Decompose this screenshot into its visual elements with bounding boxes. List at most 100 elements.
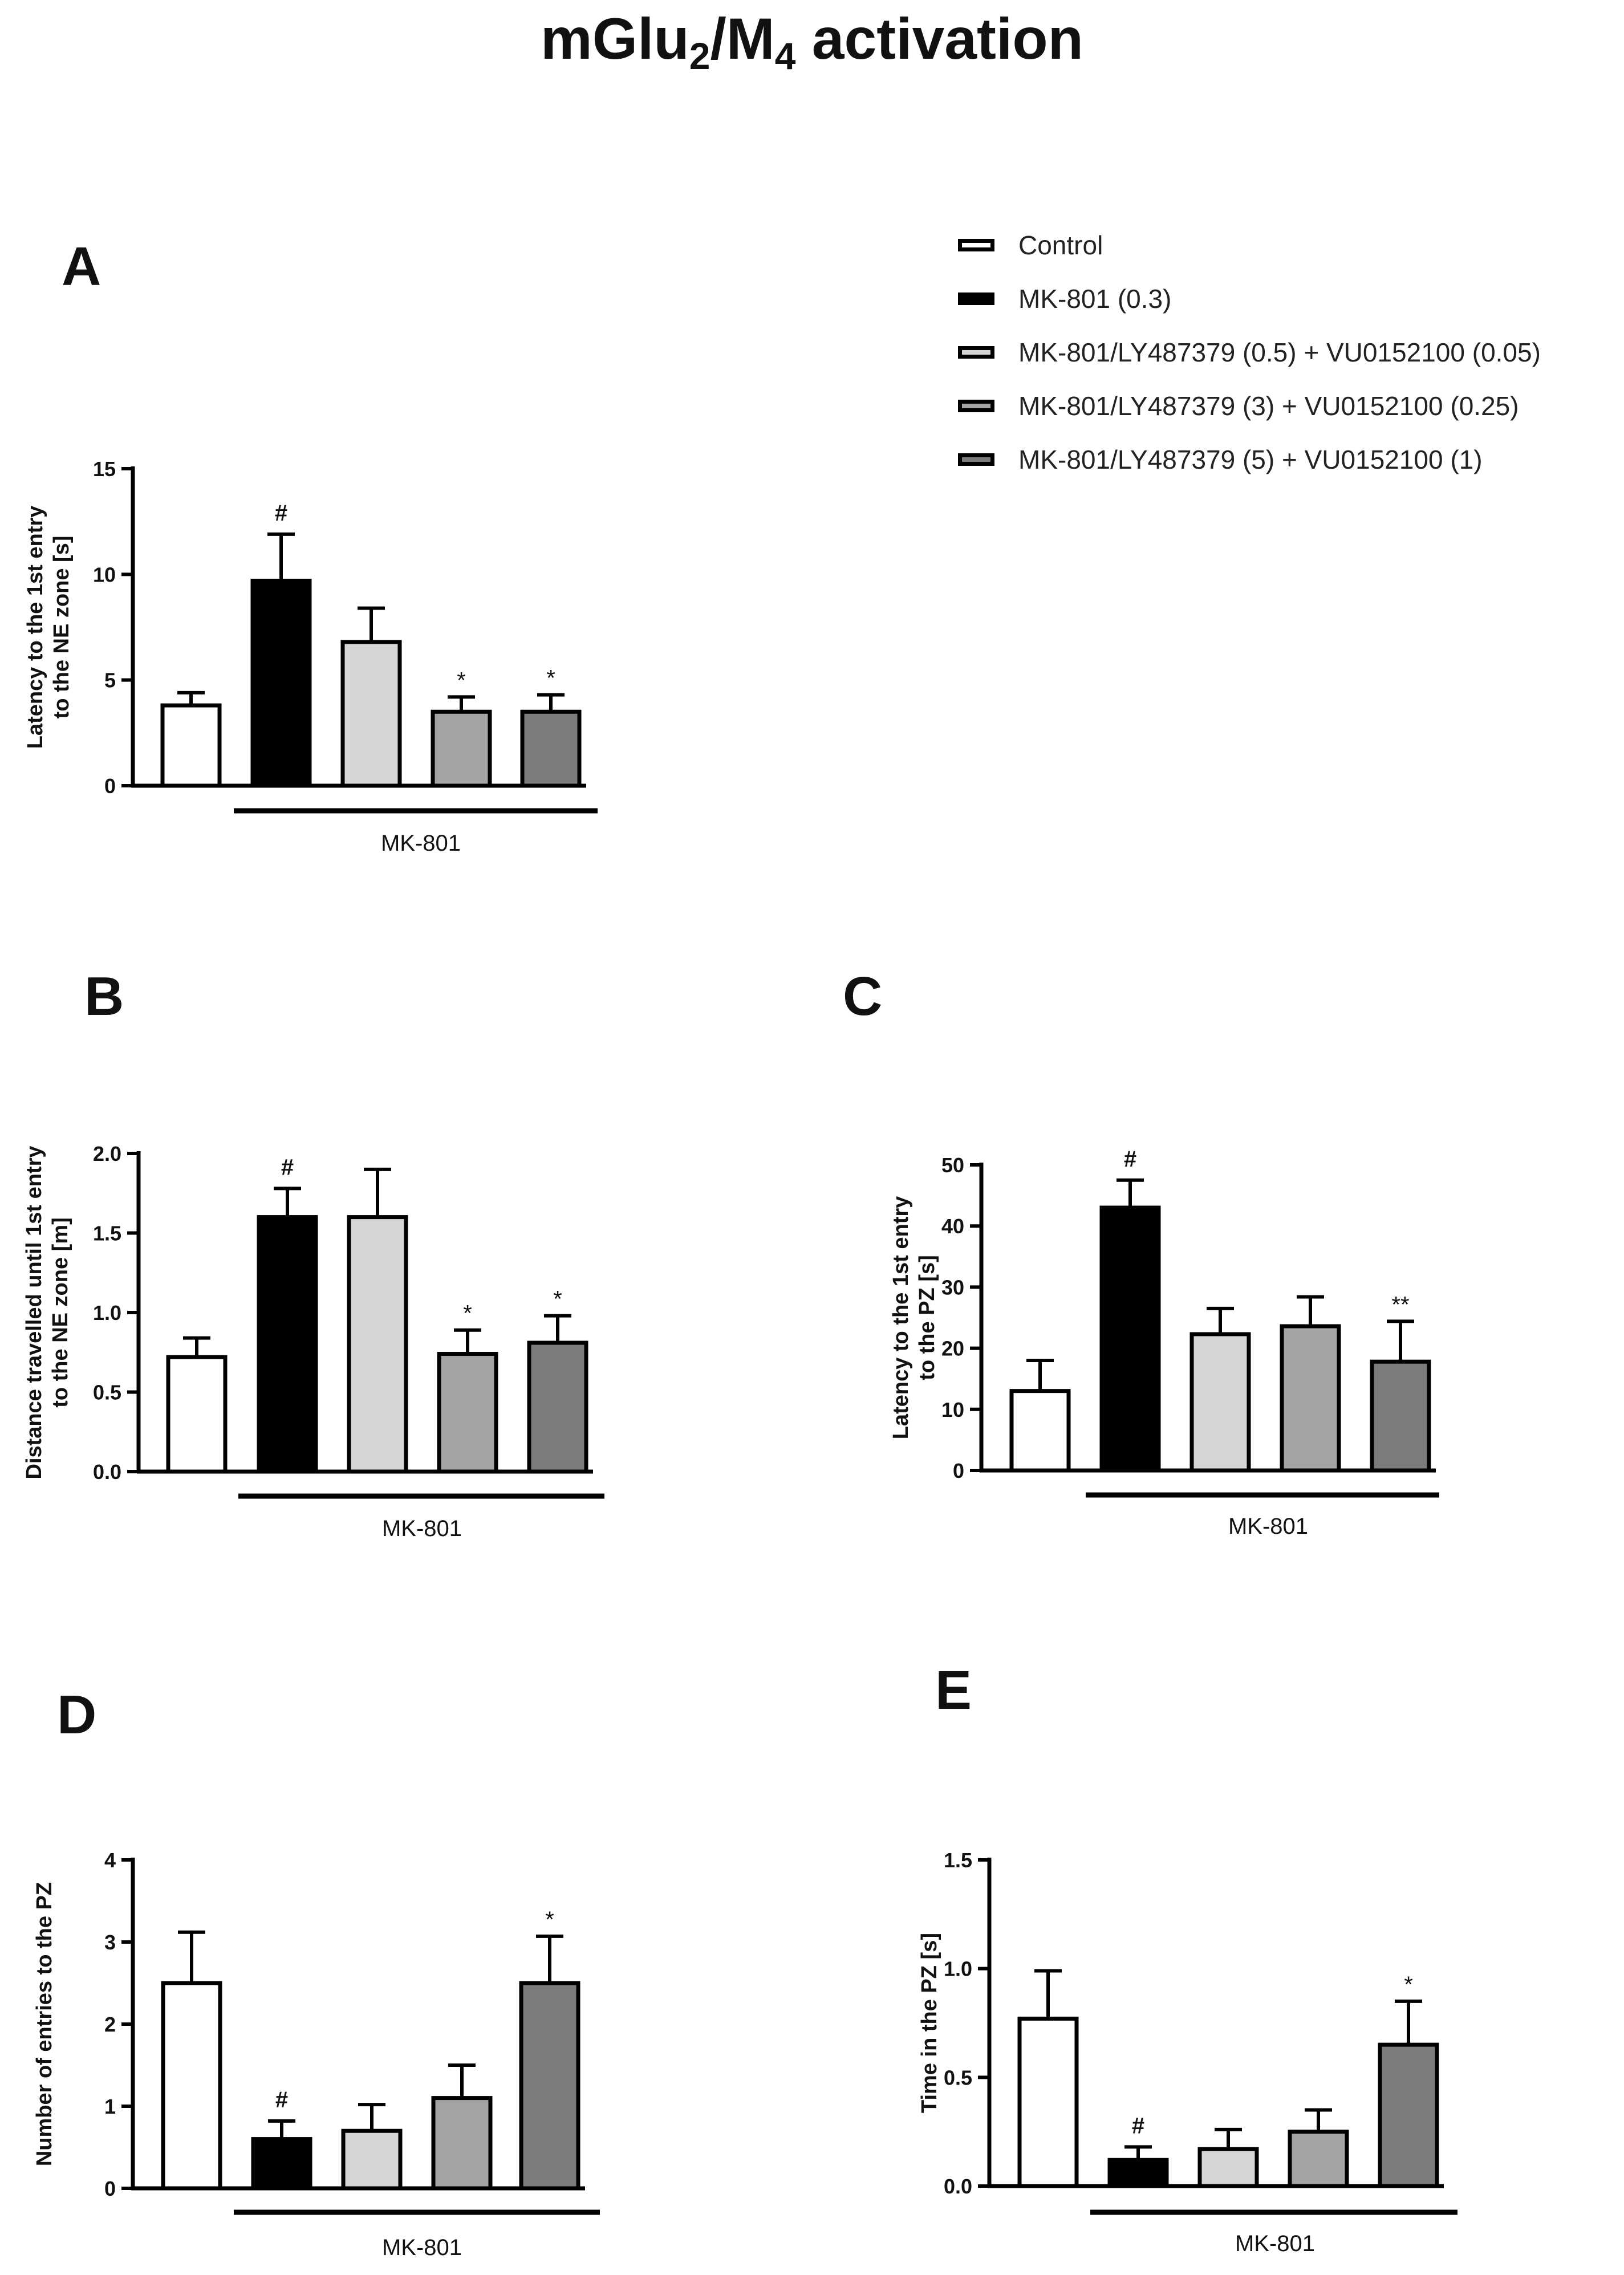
significance-label: ** [1391, 1292, 1409, 1317]
y-axis-title-line: Latency to the 1st entry [23, 506, 47, 749]
y-tick-label: 40 [941, 1214, 964, 1238]
significance-label: * [546, 666, 555, 691]
legend-item-dose-low: MK-801/LY487379 (0.5) + VU0152100 (0.05) [958, 335, 1541, 369]
bar [431, 2096, 493, 2191]
y-tick-label: 4 [104, 1849, 116, 1872]
y-tick-label: 0.5 [93, 1381, 121, 1404]
y-axis-title-line: Number of entries to the PZ [33, 1882, 56, 2166]
bar [431, 709, 492, 788]
significance-label: # [275, 501, 287, 526]
y-tick-label: 1.5 [93, 1222, 121, 1245]
significance-label: # [1132, 2113, 1144, 2138]
x-axis-title: MK-801 [382, 1516, 462, 1541]
y-tick-label: 3 [104, 1931, 116, 1954]
panel-c: C Latency to the 1st entry to the PZ [s] 0 1… [843, 966, 1439, 1539]
y-axis-title-line: Latency to the 1st entry [889, 1196, 913, 1440]
panel-d: D Number of entries to the PZ 0 1 2 3 4 # * MK-80… [33, 1684, 600, 2260]
panel-letter: E [935, 1660, 972, 1721]
bar [347, 1215, 408, 1474]
y-axis-title-line: Time in the PZ [s] [917, 1933, 941, 2113]
y-axis-title: Distance travelled until 1st entry to the… [22, 1146, 72, 1480]
y-axis-title-line: to the NE zone [s] [50, 536, 74, 719]
panel-letter: B [84, 966, 124, 1027]
panel-letter: C [843, 966, 882, 1027]
legend-swatch-control [958, 239, 994, 251]
panel-a: A Latency to the 1st entry to the NE zone … [23, 236, 598, 856]
bar [1099, 1205, 1161, 1473]
x-axis-title: MK-801 [382, 2235, 462, 2260]
y-axis-title: Latency to the 1st entry to the NE zone [… [23, 506, 74, 749]
bar [166, 1355, 228, 1474]
bar [520, 709, 582, 788]
legend-item-mk801: MK-801 (0.3) [958, 282, 1171, 316]
y-tick-label: 0.0 [944, 2175, 972, 2198]
y-tick-label: 2 [104, 2013, 116, 2036]
y-tick-label: 5 [104, 669, 116, 692]
bar [257, 1215, 318, 1474]
y-tick-label: 10 [941, 1398, 964, 1421]
bar [1378, 2042, 1439, 2188]
significance-label: * [545, 1907, 554, 1932]
legend-item-dose-high: MK-801/LY487379 (5) + VU0152100 (1) [958, 442, 1483, 477]
significance-label: * [463, 1301, 472, 1326]
significance-label: * [553, 1287, 562, 1312]
legend-label: MK-801 (0.3) [1018, 284, 1172, 314]
bar [250, 578, 312, 788]
legend-swatch-dose-high [958, 453, 994, 466]
y-tick-label: 50 [941, 1153, 964, 1177]
panel-b: B Distance travelled until 1st entry to th… [22, 966, 604, 1541]
x-axis-title: MK-801 [1235, 2231, 1315, 2256]
bar [1280, 1324, 1341, 1473]
bar [1288, 2130, 1349, 2188]
bar [161, 1981, 222, 2191]
bar [1197, 2147, 1259, 2188]
significance-label: # [281, 1155, 294, 1180]
y-tick-label: 1.0 [944, 1957, 972, 1981]
y-axis-title: Number of entries to the PZ [33, 1882, 56, 2166]
y-tick-label: 1.0 [93, 1301, 121, 1325]
significance-label: # [1124, 1147, 1136, 1172]
y-axis-title-line: Distance travelled until 1st entry [22, 1146, 46, 1480]
legend-item-control: Control [958, 228, 1103, 262]
bar [1107, 2158, 1169, 2188]
panel-e: E Time in the PZ [s] 0.0 0.5 1.0 1.5 # * MK-801 [917, 1660, 1457, 2256]
y-tick-label: 1.5 [944, 1849, 972, 1872]
y-tick-label: 0 [104, 2177, 116, 2200]
bar [160, 703, 222, 788]
panel-letter: A [62, 236, 101, 297]
y-tick-label: 0.0 [93, 1460, 121, 1484]
y-tick-label: 15 [93, 457, 116, 481]
legend-label: MK-801/LY487379 (5) + VU0152100 (1) [1018, 445, 1483, 474]
y-tick-label: 0 [953, 1459, 964, 1482]
legend-swatch-dose-low [958, 346, 994, 359]
y-tick-label: 30 [941, 1275, 964, 1299]
bar [1017, 2016, 1079, 2188]
bar [1009, 1389, 1071, 1473]
bar [251, 2137, 312, 2191]
x-axis-title: MK-801 [1228, 1514, 1308, 1539]
y-axis-title: Latency to the 1st entry to the PZ [s] [889, 1196, 939, 1440]
bar [519, 1981, 580, 2191]
y-axis-title-line: to the NE zone [m] [48, 1217, 72, 1408]
y-axis-title: Time in the PZ [s] [917, 1933, 941, 2113]
y-tick-label: 1 [104, 2095, 116, 2118]
legend-label: MK-801/LY487379 (3) + VU0152100 (0.25) [1018, 391, 1519, 421]
figure-title: mGlu2/M4 activation [541, 6, 1083, 77]
y-tick-label: 20 [941, 1337, 964, 1360]
legend-item-dose-mid: MK-801/LY487379 (3) + VU0152100 (0.25) [958, 389, 1519, 423]
y-tick-label: 0 [104, 774, 116, 798]
y-tick-label: 10 [93, 563, 116, 586]
bar [1189, 1332, 1251, 1473]
significance-label: * [1404, 1972, 1413, 1997]
x-axis-title: MK-801 [381, 831, 461, 856]
legend-label: MK-801/LY487379 (0.5) + VU0152100 (0.05) [1018, 338, 1541, 367]
y-axis-title-line: to the PZ [s] [915, 1255, 939, 1380]
bar [1370, 1359, 1431, 1473]
bar [437, 1352, 498, 1474]
bar [527, 1340, 588, 1474]
legend-label: Control [1018, 230, 1103, 260]
y-tick-label: 2.0 [93, 1142, 121, 1165]
significance-label: * [457, 668, 466, 693]
panel-letter: D [57, 1684, 96, 1745]
